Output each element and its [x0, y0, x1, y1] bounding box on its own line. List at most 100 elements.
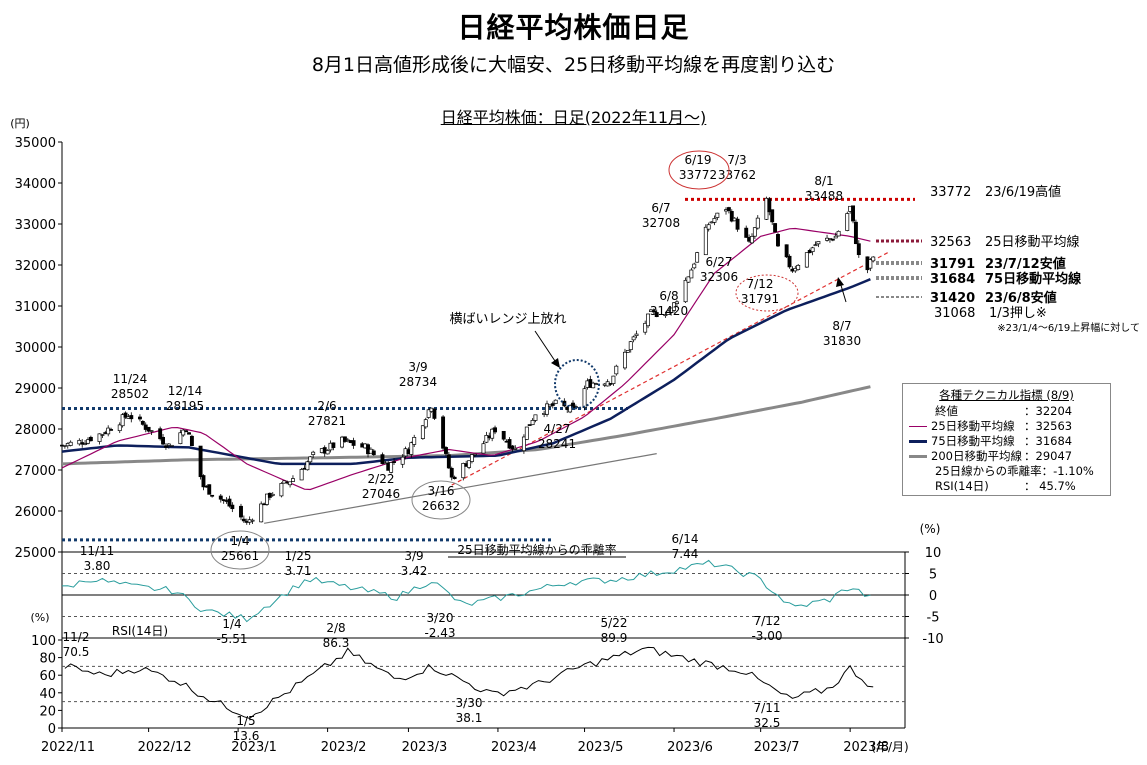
rsi-annotation-date: 7/11 — [754, 701, 781, 715]
candle-body — [207, 484, 212, 495]
candle-body — [507, 439, 512, 449]
indicator-label: 25日線からの乖離率 — [935, 464, 1042, 478]
rsi-tick-label: 40 — [39, 687, 56, 702]
candle-body — [744, 227, 749, 238]
candle-body — [836, 230, 841, 237]
candle-body — [392, 461, 396, 463]
candle-body — [643, 322, 648, 333]
level-text: 25日移動平均線 — [985, 234, 1080, 250]
candle-body — [158, 428, 163, 440]
candle-body — [432, 408, 437, 419]
deviation-annotation-date: 3/9 — [404, 549, 423, 563]
rsi-annotation-value: 86.3 — [323, 636, 350, 650]
candle-body — [833, 235, 838, 239]
indicator-swatch — [909, 440, 927, 443]
candle-body — [767, 198, 772, 213]
price-annotation-date: 7/12 — [747, 277, 774, 291]
rsi-annotation-date: 1/5 — [236, 714, 255, 728]
candle-body — [227, 498, 232, 507]
candle-body — [187, 432, 191, 435]
candle-body — [510, 445, 515, 450]
level-value: 33772 — [930, 185, 971, 200]
circle-6-19 — [668, 150, 730, 190]
candle-body — [184, 430, 189, 433]
candle-body — [683, 279, 688, 303]
indicator-row: 25日線からの乖離率 ：-1.10% — [909, 464, 1104, 479]
candle-body — [161, 436, 165, 445]
candle-body — [729, 211, 734, 222]
candle-body — [623, 351, 627, 369]
candle-body — [331, 442, 336, 448]
rsi-tick-label: 20 — [39, 704, 56, 719]
deviation-annotation-value: -2.43 — [424, 626, 455, 640]
rsi-annotation-date: 5/22 — [601, 616, 628, 630]
price-tick-label: 35000 — [15, 136, 56, 151]
candle-body — [163, 445, 168, 448]
price-annotation-value: 31420 — [650, 304, 688, 318]
page-title: 日経平均株価日足 — [457, 11, 690, 44]
candle-body — [409, 442, 414, 455]
candle-body — [813, 244, 818, 247]
candle-body — [218, 495, 223, 500]
indicator-heading: 各種テクニカル指標 (8/9) — [939, 388, 1074, 402]
candle-body — [851, 205, 855, 222]
candle-body — [178, 432, 183, 445]
candle-body — [166, 443, 171, 446]
deviation-annotation-value: 3.71 — [285, 564, 312, 578]
deviation-annotation-value: 3.80 — [84, 559, 111, 573]
candle-body — [412, 437, 417, 445]
candle-body — [712, 218, 717, 223]
candle-body — [625, 350, 630, 353]
indicator-row: RSI(14日) ： 45.7% — [909, 479, 1104, 494]
candle-body — [481, 443, 486, 454]
deviation-line — [61, 559, 871, 623]
candle-body — [299, 469, 304, 481]
indicator-swatch — [909, 426, 927, 427]
price-annotation-value: 31791 — [741, 292, 779, 306]
x-tick-label: 2023/1 — [231, 740, 277, 755]
page-subtitle: 8月1日高値形成後に大幅安、25日移動平均線を再度割り込む — [311, 54, 836, 76]
level-text: 75日移動平均線 — [985, 271, 1082, 287]
rsi-annotation-value: 13.6 — [233, 729, 260, 743]
indicator-label: RSI(14日) — [935, 479, 989, 493]
indicator-swatch — [909, 455, 927, 458]
price-annotation-value: 28502 — [111, 387, 149, 401]
candle-body — [250, 519, 255, 522]
candle-body — [686, 276, 691, 283]
indicator-label: 200日移動平均線 — [931, 449, 1022, 463]
deviation-annotation-date: 11/11 — [80, 544, 115, 558]
candle-body — [715, 212, 720, 218]
price-tick-label: 31000 — [15, 300, 56, 315]
chart-title-text: 日経平均株価：日足(2022年11月～) — [440, 108, 707, 127]
candle-body — [856, 243, 861, 256]
price-annotation-date: 2/6 — [317, 399, 336, 413]
price-annotation-value: 28734 — [399, 375, 437, 389]
deviation-title: 25日移動平均線からの乖離率 — [457, 542, 616, 557]
candle-body — [493, 427, 497, 433]
candle-body — [674, 301, 679, 304]
dev-tick-label: 5 — [929, 568, 937, 583]
candle-body — [444, 447, 448, 454]
candle-body — [340, 436, 344, 448]
chart-title: 日経平均株価：日足(2022年11月～) — [0, 104, 1147, 128]
candle-body — [735, 218, 740, 230]
price-annotation-date: 8/1 — [814, 174, 833, 188]
price-annotation-date: 3/9 — [408, 360, 427, 374]
candle-body — [325, 450, 330, 455]
candle-body — [773, 223, 778, 233]
price-tick-label: 28000 — [15, 423, 56, 438]
indicator-label: 75日移動平均線 — [931, 434, 1015, 448]
rsi-tick-label: 100 — [31, 634, 56, 649]
candle-body — [695, 252, 700, 263]
x-tick-label: 2023/4 — [491, 740, 537, 755]
deviation-annotation-value: 7.44 — [672, 547, 699, 561]
x-tick-label: 2023/7 — [754, 740, 800, 755]
candle-body — [68, 441, 73, 446]
indicator-row: 200日移動平均線 ：29047 — [909, 449, 1104, 464]
breakout-arrow — [534, 330, 558, 365]
indicator-row: 75日移動平均線 ：31684 — [909, 434, 1104, 449]
candle-body — [692, 263, 697, 269]
deviation-annotation-value: -5.51 — [216, 632, 247, 646]
price-annotation-date: 2/22 — [368, 472, 395, 486]
candle-body — [726, 207, 731, 211]
